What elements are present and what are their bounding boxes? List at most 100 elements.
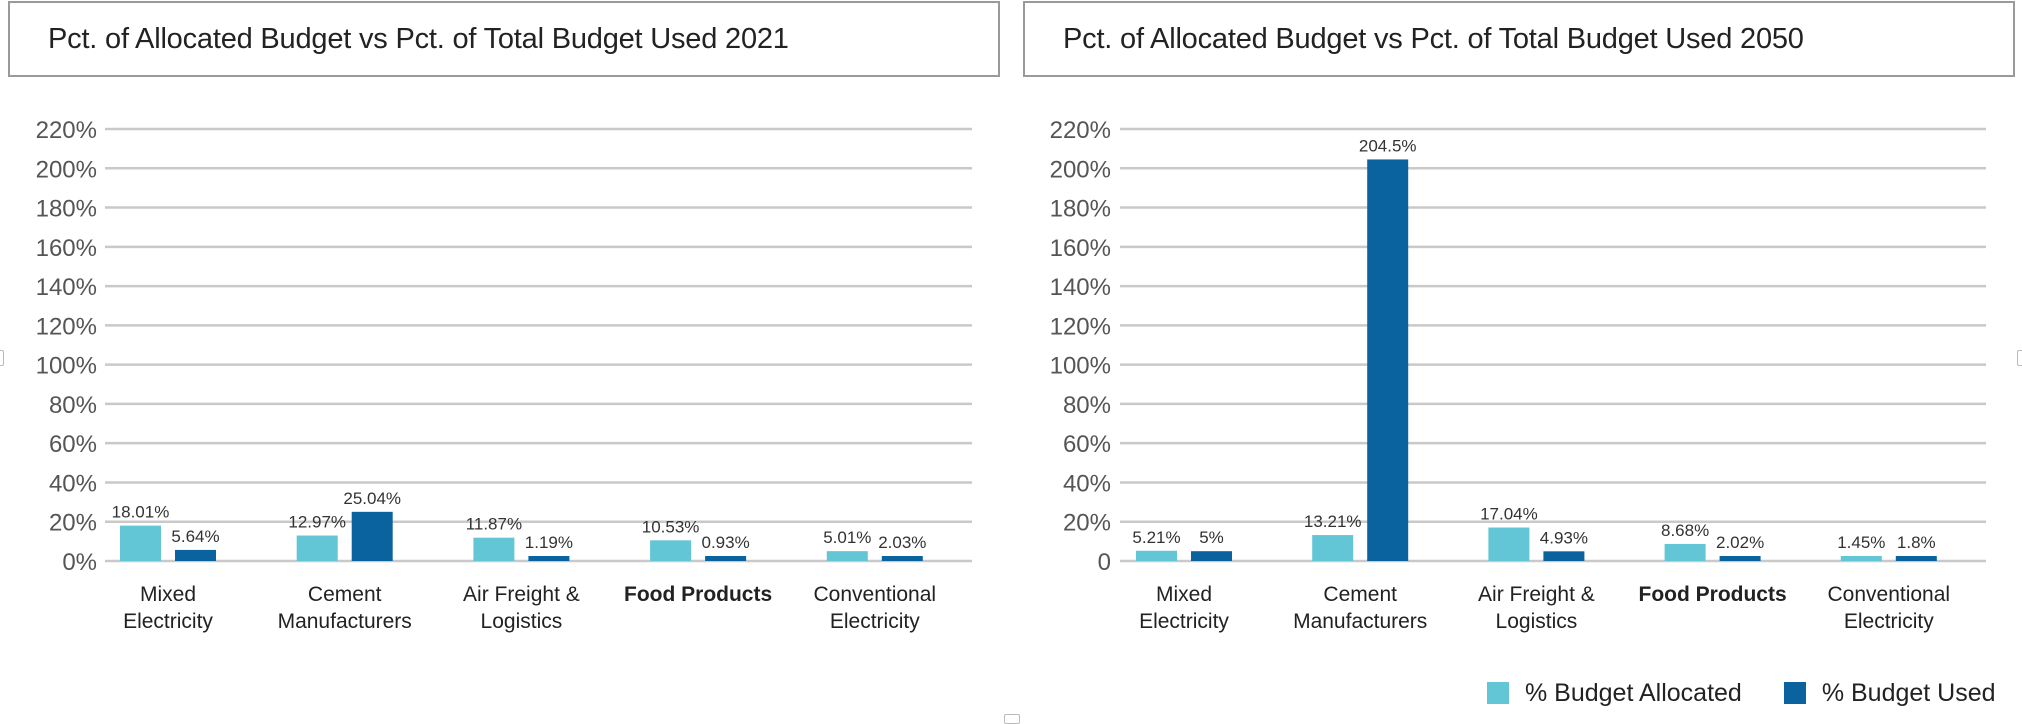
bar-budget-used xyxy=(881,556,923,561)
x-category-label: Air Freight & xyxy=(1478,583,1595,606)
x-category-label: Food Products xyxy=(624,583,772,606)
x-category-label: Food Products xyxy=(1639,583,1787,606)
bar-budget-used xyxy=(1543,551,1585,561)
x-category-label: Mixed xyxy=(140,583,196,606)
data-label-used: 1.19% xyxy=(525,533,573,552)
chart-2050: 0 20% 40% 60% 80% 100% 120% 140% 160% 180% 200% 220… xyxy=(1050,117,1986,633)
x-category-label: Cement xyxy=(1323,583,1397,606)
y-tick-label: 100% xyxy=(36,353,97,380)
legend-label-allocated: % Budget Allocated xyxy=(1525,678,1742,707)
bar-budget-allocated xyxy=(1136,550,1177,561)
data-label-allocated: 12.97% xyxy=(288,513,346,532)
y-tick-label: 20% xyxy=(49,510,97,537)
legend-item-used[interactable]: % Budget Used xyxy=(1783,678,1996,708)
y-tick-label: 40% xyxy=(1063,470,1111,497)
data-label-allocated: 18.01% xyxy=(112,503,170,522)
category-group: 5.21% 5% Mixed Electricity xyxy=(1132,528,1232,633)
data-label-used: 4.93% xyxy=(1540,528,1588,547)
category-group: 13.21% 204.5% Cement Manufacturers xyxy=(1293,136,1427,633)
category-group: 12.97% 25.04% Cement Manufacturers xyxy=(278,489,412,633)
y-tick-label: 60% xyxy=(1063,431,1111,458)
x-category-label: Electricity xyxy=(1844,610,1934,633)
y-tick-label: 20% xyxy=(1063,510,1111,537)
data-label-allocated: 10.53% xyxy=(642,517,700,536)
legend-swatch-allocated xyxy=(1487,682,1509,704)
resize-handle-left[interactable] xyxy=(0,350,4,366)
y-tick-label: 60% xyxy=(49,431,97,458)
data-label-used: 2.03% xyxy=(878,533,926,552)
y-tick-label: 140% xyxy=(36,274,97,301)
y-tick-label: 80% xyxy=(49,392,97,419)
data-label-allocated: 5.21% xyxy=(1132,528,1180,547)
category-group: 11.87%1.19% Air Freight & Logistics xyxy=(463,515,580,633)
bar-budget-used xyxy=(351,511,393,561)
bar-budget-used xyxy=(1367,159,1409,561)
x-category-label: Conventional xyxy=(814,583,937,606)
data-label-used: 25.04% xyxy=(343,489,401,508)
category-group: 10.53%0.93% Food Products xyxy=(624,517,772,606)
data-label-used: 5% xyxy=(1199,528,1224,547)
chart-2021: 0% 20% 40% 60% 80% 100% 120% 140% 160% 180% 200% 22… xyxy=(36,117,972,633)
x-category-label: Conventional xyxy=(1828,583,1951,606)
data-label-used: 2.02% xyxy=(1716,533,1764,552)
data-label-allocated: 17.04% xyxy=(1480,505,1538,524)
data-label-allocated: 5.01% xyxy=(823,528,871,547)
y-tick-label: 0% xyxy=(62,549,97,576)
legend-item-allocated[interactable]: % Budget Allocated xyxy=(1487,679,1742,708)
y-tick-label: 220% xyxy=(1050,117,1111,144)
legend-swatch-used xyxy=(1783,682,1806,704)
bar-budget-allocated xyxy=(650,540,692,561)
y-tick-label: 160% xyxy=(36,235,97,262)
category-group: 5.01% 2.03% Conventional Electricity xyxy=(814,528,937,633)
bar-budget-allocated xyxy=(1840,556,1882,561)
data-label-used: 204.5% xyxy=(1359,136,1417,155)
y-tick-label: 220% xyxy=(36,117,97,144)
x-category-label: Manufacturers xyxy=(1293,610,1427,633)
resize-handle-bottom[interactable] xyxy=(1004,714,1020,724)
bar-budget-allocated xyxy=(296,535,338,561)
x-category-label: Cement xyxy=(308,583,382,606)
legend: % Budget Allocated % Budget Used xyxy=(1487,678,1996,708)
legend-label-used: % Budget Used xyxy=(1821,678,1996,707)
bar-budget-allocated xyxy=(826,551,868,561)
data-label-allocated: 13.21% xyxy=(1304,512,1362,531)
category-group: 17.04%4.93% Air Freight & Logistics xyxy=(1478,505,1595,633)
data-label-allocated: 11.87% xyxy=(466,515,522,534)
bar-budget-used xyxy=(705,556,747,561)
y-tick-label: 40% xyxy=(49,470,97,497)
x-category-label: Logistics xyxy=(481,610,563,633)
x-category-label: Manufacturers xyxy=(278,610,412,633)
y-tick-label: 80% xyxy=(1063,392,1111,419)
bar-budget-used xyxy=(175,549,216,561)
y-tick-label: 200% xyxy=(1050,156,1111,183)
bar-budget-used xyxy=(1895,556,1937,561)
chart-title-box-2021: Pct. of Allocated Budget vs Pct. of Tota… xyxy=(8,1,1000,77)
x-category-label: Air Freight & xyxy=(463,583,580,606)
chart-title-box-2050: Pct. of Allocated Budget vs Pct. of Tota… xyxy=(1023,1,2015,77)
bar-budget-allocated xyxy=(473,537,515,561)
resize-handle-right[interactable] xyxy=(2017,350,2022,366)
y-tick-label: 120% xyxy=(36,313,97,340)
x-category-label: Electricity xyxy=(123,610,213,633)
category-group: 1.45% 1.8% Conventional Electricity xyxy=(1828,533,1951,633)
chart-title-2021: Pct. of Allocated Budget vs Pct. of Tota… xyxy=(48,23,789,55)
category-group: 8.68% 2.02% Food Products xyxy=(1639,521,1787,606)
category-group: 18.01%5.64% Mixed Electricity xyxy=(112,503,220,633)
y-tick-label: 120% xyxy=(1050,313,1111,340)
bar-budget-used xyxy=(528,556,570,561)
y-tick-label: 100% xyxy=(1050,353,1111,380)
y-tick-label: 0 xyxy=(1098,549,1111,576)
y-tick-label: 180% xyxy=(36,196,97,223)
bar-budget-used xyxy=(1719,556,1761,561)
y-tick-label: 140% xyxy=(1050,274,1111,301)
bar-budget-allocated xyxy=(120,525,161,561)
bar-budget-used xyxy=(1191,551,1232,561)
y-tick-label: 180% xyxy=(1050,196,1111,223)
data-label-used: 1.8% xyxy=(1897,533,1936,552)
x-category-label: Mixed xyxy=(1156,583,1212,606)
x-category-label: Logistics xyxy=(1496,610,1578,633)
y-tick-label: 200% xyxy=(36,156,97,183)
x-category-label: Electricity xyxy=(1139,610,1229,633)
x-category-label: Electricity xyxy=(830,610,920,633)
